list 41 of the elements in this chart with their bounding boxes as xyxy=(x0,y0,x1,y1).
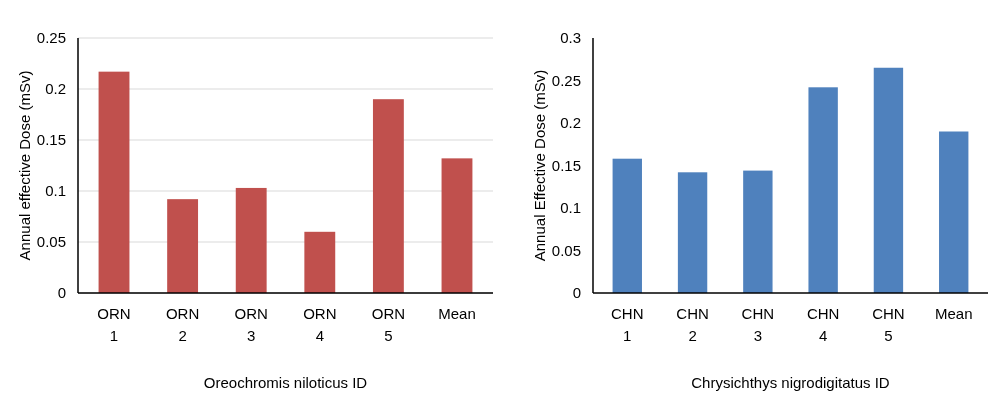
x-tick-label: ORN 3 xyxy=(234,305,268,344)
x-tick-label: CHN 2 xyxy=(676,305,709,344)
y-axis-title: Annual Effective Dose (mSv) xyxy=(531,69,548,262)
bar xyxy=(939,131,969,293)
y-tick-label: 0.15 xyxy=(36,131,66,149)
y-tick-label: 0.05 xyxy=(551,241,581,259)
y-tick-label: 0.3 xyxy=(560,29,581,47)
y-tick-label: 0.05 xyxy=(36,233,66,251)
bar xyxy=(743,170,773,293)
x-tick-label: CHN 5 xyxy=(872,305,905,344)
x-tick-label: ORN 1 xyxy=(97,305,131,344)
x-tick-label: CHN 1 xyxy=(611,305,644,344)
y-axis-title: Annual effective Dose (mSv) xyxy=(16,70,33,261)
y-tick-label: 0.25 xyxy=(36,29,66,47)
y-tick-label: 0.1 xyxy=(560,199,581,217)
y-tick-label: 0.1 xyxy=(45,182,66,200)
y-tick-label: 0.15 xyxy=(551,156,581,174)
y-tick-label: 0.2 xyxy=(560,114,581,132)
x-tick-label: ORN 5 xyxy=(371,305,406,344)
bar xyxy=(808,87,838,293)
y-tick-label: 0.25 xyxy=(551,71,581,89)
y-tick-label: 0 xyxy=(57,284,66,302)
x-tick-label: CHN 3 xyxy=(741,305,775,344)
bar xyxy=(677,172,708,293)
bar xyxy=(235,187,267,293)
bar xyxy=(372,99,404,293)
x-tick-label: Mean xyxy=(438,305,476,322)
bar xyxy=(304,231,336,293)
bar xyxy=(98,71,130,293)
y-tick-label: 0 xyxy=(572,284,581,302)
bar xyxy=(873,67,904,293)
x-tick-label: ORN 4 xyxy=(303,305,337,344)
bar xyxy=(167,199,199,293)
bar xyxy=(612,158,642,293)
y-tick-label: 0.2 xyxy=(45,80,66,98)
bar xyxy=(441,158,473,293)
x-axis-title: Chrysichthys nigrodigitatus ID xyxy=(691,374,890,391)
x-tick-label: ORN 2 xyxy=(165,305,200,344)
x-tick-label: Mean xyxy=(934,305,973,322)
x-axis-title: Oreochromis niloticus ID xyxy=(203,374,368,391)
x-tick-label: CHN 4 xyxy=(806,305,840,344)
